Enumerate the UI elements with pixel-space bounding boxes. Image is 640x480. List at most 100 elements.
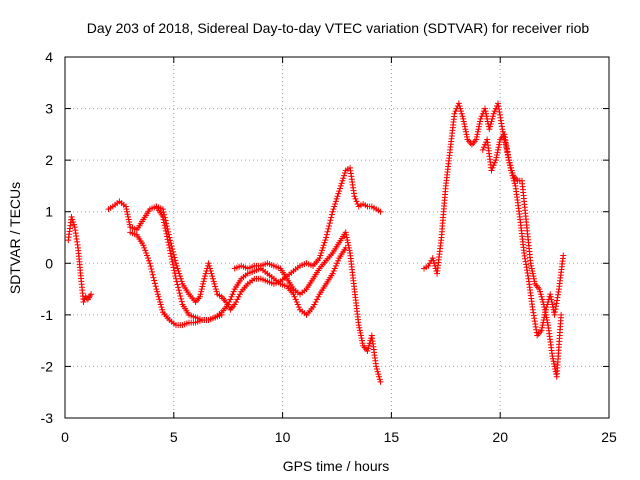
data-point — [539, 322, 546, 329]
data-point — [169, 258, 176, 265]
data-point — [198, 286, 205, 293]
data-point — [172, 260, 179, 267]
data-point — [316, 255, 323, 262]
data-point — [430, 257, 437, 264]
data-point — [197, 291, 204, 298]
data-point — [125, 213, 132, 220]
data-point — [157, 298, 164, 305]
data-point — [207, 268, 214, 275]
data-point — [323, 231, 330, 238]
data-point — [230, 288, 237, 295]
data-point — [153, 286, 160, 293]
data-point — [142, 247, 149, 254]
data-point — [530, 273, 537, 280]
data-point — [343, 234, 350, 241]
data-point — [527, 260, 534, 267]
data-point — [327, 217, 334, 224]
data-point — [328, 214, 335, 221]
y-tick-label: 0 — [45, 255, 53, 271]
data-point — [212, 286, 219, 293]
data-point — [493, 154, 500, 161]
data-point — [537, 291, 544, 298]
data-point — [542, 311, 549, 318]
data-point — [359, 337, 366, 344]
data-point — [229, 291, 236, 298]
data-point — [355, 322, 362, 329]
data-point — [326, 220, 333, 227]
data-point — [69, 216, 76, 223]
data-point — [321, 239, 328, 246]
x-tick-label: 20 — [492, 429, 508, 445]
x-tick-label: 0 — [61, 429, 69, 445]
data-point — [551, 363, 558, 370]
data-point — [340, 175, 347, 182]
data-point — [208, 270, 215, 277]
data-point — [456, 102, 463, 109]
data-point — [290, 291, 297, 298]
data-point — [373, 363, 380, 370]
data-point — [335, 257, 342, 264]
data-point — [199, 283, 206, 290]
data-point — [538, 327, 545, 334]
data-point — [151, 280, 158, 287]
data-point — [341, 172, 348, 179]
data-point — [431, 260, 438, 267]
data-point — [70, 221, 77, 228]
data-point — [452, 108, 459, 115]
data-point — [318, 249, 325, 256]
data-point — [357, 332, 364, 339]
data-point — [334, 193, 341, 200]
plot-frame — [64, 56, 610, 419]
y-tick-label: 2 — [45, 152, 53, 168]
data-point — [162, 217, 169, 224]
data-point — [335, 190, 342, 197]
data-point — [451, 110, 458, 117]
data-point — [159, 206, 166, 213]
data-point — [125, 216, 132, 223]
data-point — [234, 296, 241, 303]
data-point — [560, 252, 567, 259]
data-point — [336, 188, 343, 195]
data-point — [320, 242, 327, 249]
data-point — [330, 206, 337, 213]
data-point — [344, 237, 351, 244]
data-point — [455, 100, 462, 107]
data-point — [528, 265, 535, 272]
data-point — [459, 113, 466, 120]
x-tick-label: 5 — [170, 429, 178, 445]
data-point — [337, 182, 344, 189]
data-point — [474, 131, 481, 138]
data-point — [331, 265, 338, 272]
data-point — [329, 208, 336, 215]
data-point — [354, 200, 361, 207]
data-point — [70, 219, 77, 226]
data-point — [177, 292, 184, 299]
data-point — [236, 291, 243, 298]
data-point — [201, 275, 208, 282]
data-point — [483, 113, 490, 120]
data-point — [548, 296, 555, 303]
x-tick-label: 15 — [384, 429, 400, 445]
data-point — [356, 324, 363, 331]
data-point — [166, 234, 173, 241]
data-point — [529, 270, 536, 277]
data-point — [343, 231, 350, 238]
data-point — [508, 167, 515, 174]
data-point — [149, 268, 156, 275]
data-point — [531, 278, 538, 285]
data-point — [491, 108, 498, 115]
data-point — [489, 113, 496, 120]
data-point — [233, 298, 240, 305]
data-point — [491, 159, 498, 166]
data-point — [164, 225, 171, 232]
data-point — [178, 295, 185, 302]
data-point — [146, 260, 153, 267]
data-point — [429, 255, 436, 262]
data-point — [353, 198, 360, 205]
y-axis-label: SDTVAR / TECUs — [7, 182, 23, 294]
data-point — [489, 115, 496, 122]
data-point — [231, 301, 238, 308]
data-point — [473, 136, 480, 143]
data-point — [463, 131, 470, 138]
data-point — [352, 195, 359, 202]
